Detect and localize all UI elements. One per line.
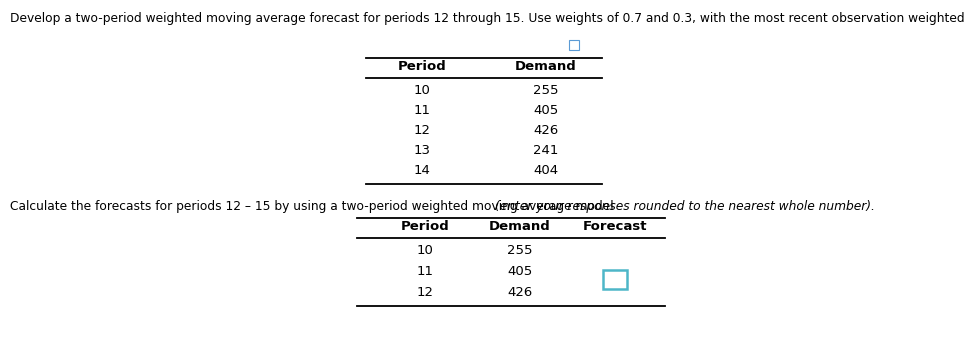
FancyBboxPatch shape	[603, 270, 627, 289]
Text: Develop a two-period weighted moving average forecast for periods 12 through 15.: Develop a two-period weighted moving ave…	[10, 12, 969, 25]
Text: 13: 13	[414, 144, 430, 157]
Text: 405: 405	[508, 265, 533, 278]
Text: Period: Period	[397, 60, 447, 73]
Text: (enter your responses rounded to the nearest whole number).: (enter your responses rounded to the nea…	[495, 200, 875, 213]
Text: 12: 12	[414, 124, 430, 137]
Text: 426: 426	[508, 286, 533, 299]
Text: 405: 405	[533, 104, 558, 117]
FancyBboxPatch shape	[569, 40, 579, 50]
Text: 14: 14	[414, 164, 430, 177]
Text: 404: 404	[534, 164, 558, 177]
Text: Demand: Demand	[489, 220, 550, 233]
Text: 10: 10	[417, 244, 433, 257]
Text: Demand: Demand	[516, 60, 577, 73]
Text: Forecast: Forecast	[582, 220, 647, 233]
Text: 241: 241	[533, 144, 559, 157]
Text: Period: Period	[400, 220, 450, 233]
Text: 255: 255	[533, 84, 559, 97]
Text: 11: 11	[417, 265, 433, 278]
Text: 426: 426	[533, 124, 558, 137]
Text: Calculate the forecasts for periods 12 – 15 by using a two-period weighted movin: Calculate the forecasts for periods 12 –…	[10, 200, 617, 213]
Text: 12: 12	[417, 286, 433, 299]
Text: 255: 255	[507, 244, 533, 257]
Text: 10: 10	[414, 84, 430, 97]
Text: 11: 11	[414, 104, 430, 117]
